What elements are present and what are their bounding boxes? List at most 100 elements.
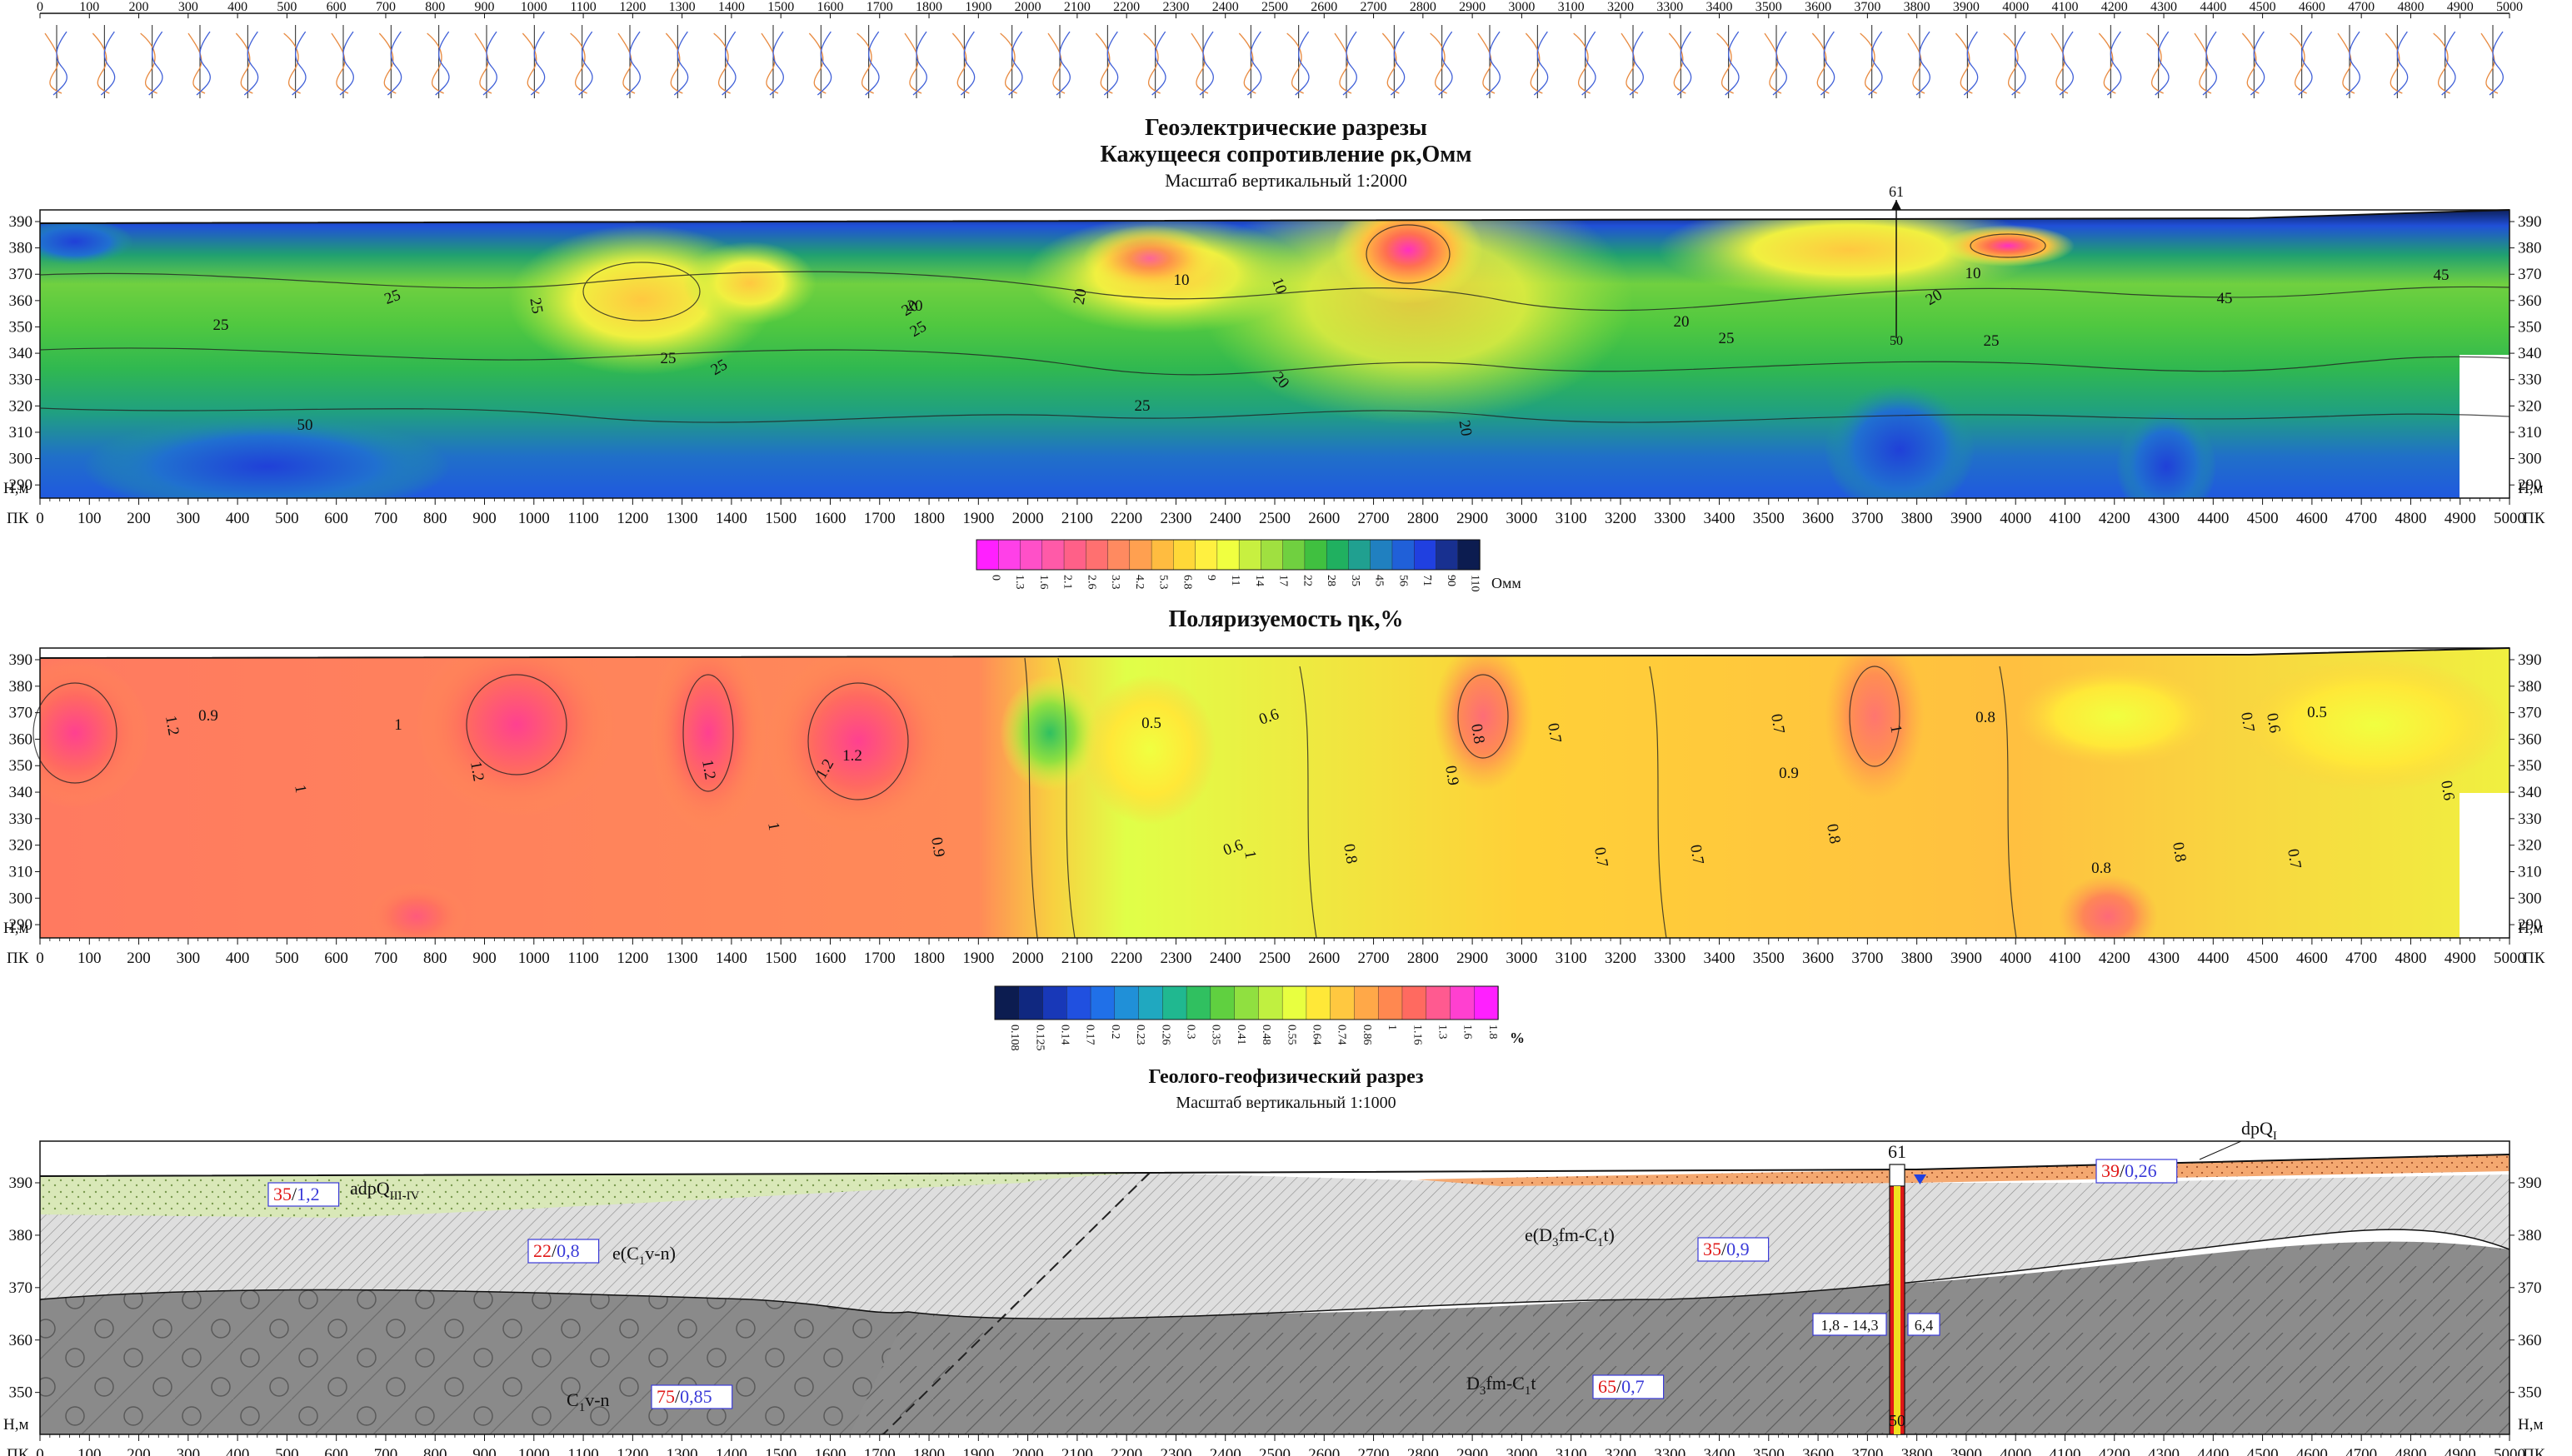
legend-swatch: [1139, 986, 1163, 1020]
legend-value: 0.108: [1008, 1025, 1021, 1051]
legend-swatch: [1162, 986, 1186, 1020]
ves-pk-tick: 4900: [2447, 0, 2474, 14]
legend-value: 0.74: [1336, 1025, 1348, 1045]
pk-tick-label: 800: [423, 950, 447, 967]
legend-swatch: [1091, 986, 1115, 1020]
pk-tick-label: 2300: [1160, 1446, 1191, 1456]
pk-tick-label: 4500: [2247, 510, 2279, 527]
legend-value: 6.8: [1181, 575, 1193, 590]
ves-curve-eta: [2346, 32, 2360, 95]
ves-curve-eta: [53, 32, 67, 95]
ves-pk-tick: 2700: [1361, 0, 1387, 14]
contour-label: 0.9: [927, 836, 948, 859]
legend-value: 1.8: [1486, 1025, 1499, 1040]
pk-tick-label: 1500: [765, 950, 797, 967]
ves-pk-tick: 4000: [2002, 0, 2029, 14]
layer-eta: 0,8: [557, 1240, 580, 1261]
pk-tick-label: 3500: [1753, 950, 1785, 967]
pk-tick-label: 4400: [2197, 950, 2229, 967]
pk-tick-label: 1400: [716, 950, 747, 967]
pk-tick-label: 1900: [962, 1446, 994, 1456]
contour-label: 0.7: [1544, 722, 1565, 745]
h-tick-label: 330: [9, 810, 33, 828]
contour-label: 25: [213, 317, 229, 334]
ves-pk-tick: 2300: [1162, 0, 1189, 14]
h-tick-label: 300: [9, 451, 33, 468]
h-tick-label-right: 360: [2518, 292, 2542, 310]
ves-pk-tick: 1800: [916, 0, 942, 14]
legend-swatch: [1064, 540, 1086, 570]
pk-tick-label: 4000: [2000, 1446, 2031, 1456]
contour-label: 0.6: [2437, 780, 2458, 802]
pk-tick-label: 600: [324, 1446, 348, 1456]
pk-tick-label: 3300: [1654, 1446, 1686, 1456]
legend-value: 22: [1301, 575, 1313, 586]
legend-swatch: [995, 986, 1019, 1020]
pk-tick-label: 2300: [1160, 950, 1191, 967]
contour-label: 25: [1719, 330, 1735, 347]
pk-tick-label: 4400: [2197, 1446, 2229, 1456]
pk-tick-label: 1200: [617, 510, 648, 527]
ves-curve-eta: [674, 32, 687, 95]
ves-pk-tick: 3800: [1904, 0, 1930, 14]
pk-tick-label: 4100: [2049, 510, 2080, 527]
h-tick-label-right: 320: [2518, 837, 2542, 855]
legend-swatch: [1450, 986, 1474, 1020]
ves-curve-eta: [244, 32, 257, 95]
ves-curve-eta: [627, 32, 640, 95]
pk-tick-label: 2800: [1407, 950, 1439, 967]
ves-curve-eta: [1964, 32, 1977, 95]
h-tick-label-right: 310: [2518, 424, 2542, 441]
legend-value: 9: [1205, 575, 1217, 581]
h-tick-label: 380: [9, 678, 33, 696]
layer-eta: 0,26: [2125, 1160, 2157, 1181]
legend-swatch: [1108, 540, 1131, 570]
h-tick-label: 330: [9, 371, 33, 389]
pk-tick-label: 1700: [864, 1446, 896, 1456]
pk-tick-label: 1700: [864, 510, 896, 527]
ves-pk-tick: 2000: [1015, 0, 1041, 14]
h-tick-label: 390: [9, 213, 33, 231]
pk-tick-label: 4000: [2000, 510, 2031, 527]
ves-curve-eta: [2155, 32, 2169, 95]
ves-curve-eta: [770, 32, 783, 95]
pk-tick-label: 4500: [2247, 1446, 2279, 1456]
pk-tick-label: 4200: [2099, 950, 2130, 967]
pk-tick-label: 1300: [667, 950, 698, 967]
pk-tick-label: 1800: [913, 510, 945, 527]
pk-tick-label: 2400: [1210, 510, 1241, 527]
ves-pk-tick: 3700: [1854, 0, 1880, 14]
pk-tick-label: 3100: [1556, 510, 1587, 527]
pk-tick-label: 4300: [2148, 950, 2180, 967]
pk-tick-label: 1500: [765, 510, 797, 527]
pk-tick-label: 4800: [2395, 1446, 2426, 1456]
legend-swatch: [1021, 540, 1043, 570]
pk-tick-label: 2400: [1210, 950, 1241, 967]
legend-swatch: [1474, 986, 1498, 1020]
pk-tick-label: 4800: [2395, 950, 2426, 967]
pk-tick-label: 500: [275, 1446, 299, 1456]
dpq-leader-line: [2200, 1141, 2241, 1159]
pk-tick-label: 3800: [1901, 1446, 1933, 1456]
contour-label: 10: [1965, 265, 1981, 282]
pk-tick-label: 3400: [1704, 1446, 1735, 1456]
polarization-legend: 0.108 0.125 0.14 0.17 0.2 0.23 0.26 0.3 0.35 0.41…: [995, 986, 1525, 1051]
pk-tick-label: 3100: [1556, 1446, 1587, 1456]
ves-pk-tick: 1300: [669, 0, 696, 14]
pk-tick-label: 900: [472, 950, 497, 967]
pk-tick-label: 400: [226, 950, 250, 967]
layer-params: 75/0,85: [657, 1386, 712, 1407]
ves-pk-tick: 3900: [1953, 0, 1980, 14]
legend-swatch: [1392, 540, 1415, 570]
h-tick-label-right: 360: [2518, 730, 2542, 748]
layer-rho: 39: [2101, 1160, 2120, 1181]
pk-tick-label: 4000: [2000, 950, 2031, 967]
pk-tick-label: 4100: [2049, 950, 2080, 967]
pk-tick-label: 1100: [567, 950, 598, 967]
layer-params: 65/0,7: [1598, 1376, 1645, 1397]
pk-tick-label: 4400: [2197, 510, 2229, 527]
contour-label: 50: [297, 416, 313, 434]
pk-tick-label: 4700: [2345, 1446, 2377, 1456]
h-tick-label: 390: [9, 1174, 33, 1192]
h-tick-label: 370: [9, 266, 33, 283]
